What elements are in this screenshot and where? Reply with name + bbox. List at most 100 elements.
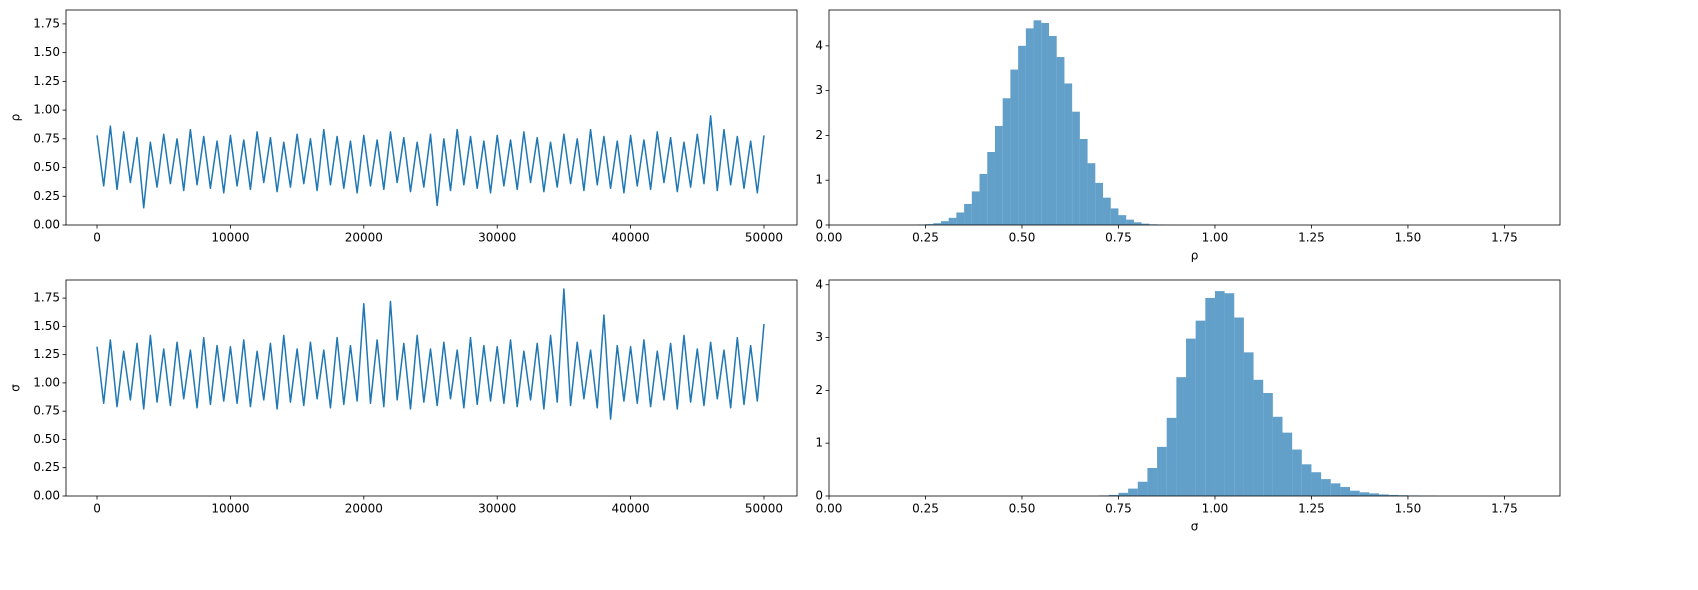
- histogram-bar: [1041, 22, 1049, 226]
- histogram-bar: [1340, 487, 1351, 496]
- y-tick-label: 0: [815, 218, 823, 232]
- x-tick-label: 30000: [478, 231, 516, 245]
- y-tick-label: 0.25: [33, 460, 60, 474]
- histogram-bar: [1002, 98, 1011, 225]
- histogram-bar: [1126, 219, 1134, 225]
- axes-frame: [828, 279, 1561, 497]
- histogram-bar: [1133, 222, 1142, 225]
- x-tick-label: 1.75: [1491, 502, 1518, 516]
- x-tick-label: 50000: [745, 502, 783, 516]
- histogram-bar: [1103, 197, 1111, 225]
- histogram-bar: [1108, 494, 1119, 496]
- histogram-bar: [1205, 297, 1215, 496]
- subplot: 0 10000 20000 30000 40000 50000 0.00 0.25 0.50 0.…: [9, 279, 798, 516]
- y-tick-label: 1.50: [33, 319, 60, 333]
- y-tick-label: 3: [815, 83, 823, 97]
- y-tick-label: 1.00: [33, 103, 60, 117]
- x-tick-label: 20000: [345, 231, 383, 245]
- y-tick-label: 0: [815, 489, 823, 503]
- axes-frame: [65, 279, 798, 497]
- histogram-bar: [1048, 35, 1057, 225]
- x-tick-label: 0.75: [1105, 231, 1132, 245]
- axes-frame: [828, 9, 1561, 226]
- y-tick-label: 1: [815, 173, 823, 187]
- histogram-bar: [1025, 28, 1034, 226]
- histogram-bar: [1234, 317, 1244, 496]
- x-tick-label: 0.00: [816, 502, 843, 516]
- x-tick-label: 0: [93, 231, 101, 245]
- x-tick-label: 0.50: [1009, 231, 1036, 245]
- axes-frame: [65, 9, 798, 226]
- x-tick-label: 1.00: [1202, 231, 1229, 245]
- histogram-bar: [1166, 417, 1177, 496]
- y-tick-label: 1.25: [33, 347, 60, 361]
- histogram-bar: [1253, 379, 1264, 496]
- histogram-bar: [1118, 492, 1129, 496]
- histogram-bar: [1056, 57, 1065, 225]
- y-tick-label: 1.25: [33, 74, 60, 88]
- histogram-bar: [956, 212, 965, 225]
- x-tick-label: 0.25: [912, 502, 939, 516]
- y-tick-label: 0.75: [33, 131, 60, 145]
- histogram-bar: [1292, 449, 1302, 496]
- histogram-bar: [1072, 111, 1080, 225]
- histogram-bar: [1118, 215, 1127, 225]
- x-tick-label: 0.00: [816, 231, 843, 245]
- histogram-bar: [948, 217, 957, 225]
- histogram-bar: [1186, 338, 1196, 496]
- y-tick-label: 0.25: [33, 189, 60, 203]
- histogram-bar: [979, 173, 988, 225]
- y-tick-label: 0.50: [33, 160, 60, 174]
- histogram-bar: [1350, 490, 1360, 496]
- x-tick-label: 40000: [611, 231, 649, 245]
- x-tick-label: 10000: [211, 502, 249, 516]
- histogram-bar: [1263, 393, 1273, 496]
- histogram-bar: [1330, 483, 1341, 496]
- y-tick-label: 2: [815, 128, 823, 142]
- y-tick-label: 1.50: [33, 45, 60, 59]
- x-tick-label: 1.50: [1395, 502, 1422, 516]
- y-axis-label: σ: [9, 384, 23, 392]
- histogram-bar: [925, 224, 934, 225]
- histogram-bar: [964, 203, 972, 225]
- histogram-bar: [1369, 493, 1379, 496]
- y-tick-label: 1: [815, 436, 823, 450]
- y-tick-label: 1.75: [33, 16, 60, 30]
- trace-line: [96, 288, 765, 420]
- histogram-bar: [1010, 69, 1019, 226]
- y-tick-label: 0.50: [33, 432, 60, 446]
- subplot: 0.00 0.25 0.50 0.75 1.00 1.25 1.50 1.75 0 1 2 3 4 σ: [815, 277, 1561, 534]
- histogram-bar: [1128, 488, 1138, 496]
- histogram-bar: [1224, 293, 1235, 496]
- y-tick-label: 4: [815, 277, 823, 291]
- y-tick-label: 1.00: [33, 375, 60, 389]
- histogram-bar: [1137, 481, 1148, 496]
- histogram-bar: [1033, 20, 1042, 226]
- histogram-bar: [994, 126, 1003, 225]
- histogram-bar: [1195, 320, 1206, 496]
- y-tick-label: 0.00: [33, 218, 60, 232]
- histogram-bar: [1378, 494, 1389, 496]
- histogram-bar: [1147, 468, 1158, 496]
- histogram-bar: [1311, 472, 1322, 496]
- histogram-bar: [1018, 45, 1026, 226]
- histogram-bar: [1110, 208, 1119, 225]
- histogram-bar: [987, 151, 995, 225]
- y-tick-label: 0.75: [33, 404, 60, 418]
- histogram-bar: [1064, 83, 1073, 225]
- histogram-bar: [1301, 464, 1312, 496]
- x-tick-label: 20000: [345, 502, 383, 516]
- histogram-bar: [1079, 139, 1088, 225]
- histogram-bar: [1157, 446, 1167, 496]
- x-axis-label: ρ: [1191, 249, 1199, 263]
- y-tick-label: 2: [815, 383, 823, 397]
- trace-line: [96, 115, 765, 209]
- x-tick-label: 0.50: [1009, 502, 1036, 516]
- histogram-bar: [971, 191, 980, 225]
- x-axis-label: σ: [1191, 520, 1199, 534]
- histogram-bar: [1321, 479, 1331, 496]
- histogram-bar: [940, 221, 949, 225]
- histogram-bar: [1282, 432, 1293, 496]
- histogram-bar: [933, 223, 941, 225]
- x-tick-label: 30000: [478, 502, 516, 516]
